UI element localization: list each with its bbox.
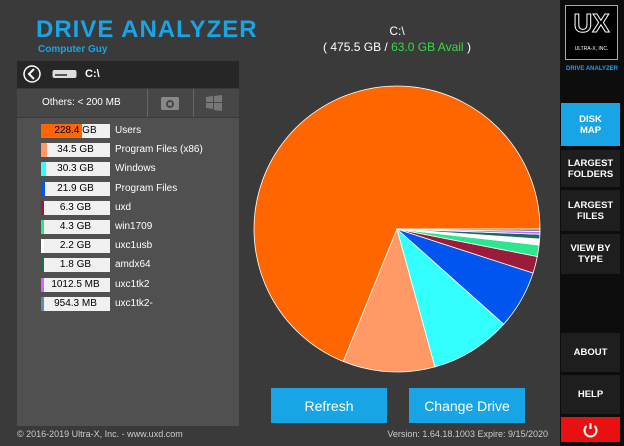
folder-name: uxc1tk2: [115, 278, 150, 290]
pie-slice: [342, 227, 436, 373]
nav-about[interactable]: ABOUT: [561, 333, 620, 372]
folder-row[interactable]: 1.8 GB amdx64: [41, 258, 241, 273]
refresh-button[interactable]: Refresh: [271, 388, 387, 423]
folder-row[interactable]: 954.3 MB uxc1tk2-: [41, 296, 241, 311]
pie-slice: [253, 85, 541, 363]
size-label: 4.3 GB: [59, 221, 92, 232]
folder-row[interactable]: 228.4 GB Users: [41, 124, 241, 138]
logo-mark: UX: [573, 8, 610, 39]
folder-row[interactable]: 2.2 GB uxc1usb: [41, 239, 241, 254]
divider: [193, 89, 194, 117]
folder-name: Windows: [115, 163, 156, 175]
size-label: 2.2 GB: [59, 240, 92, 252]
folder-name: win1709: [115, 221, 153, 232]
filter-row: [17, 89, 239, 117]
size-fill: [41, 181, 45, 196]
paren: ): [466, 40, 471, 54]
size-box: 34.5 GB: [41, 143, 110, 158]
capacity: ( 475.5 GB /: [323, 40, 388, 54]
size-box: 1.8 GB: [41, 258, 110, 273]
folder-name: Users: [115, 125, 142, 136]
power-button[interactable]: [561, 417, 620, 442]
pie-chart: [253, 85, 541, 373]
size-label: 228.4 GB: [54, 125, 97, 136]
folder-row[interactable]: 6.3 GB uxd: [41, 200, 241, 215]
size-box: 30.3 GB: [41, 162, 110, 177]
folder-name: uxc1usb: [115, 240, 153, 252]
folder-row[interactable]: 30.3 GB Windows: [41, 162, 241, 177]
drive-heading: C:\: [389, 24, 405, 38]
nav-largest-files[interactable]: LARGEST FILES: [561, 190, 620, 231]
folder-row[interactable]: 21.9 GB Program Files: [41, 181, 241, 196]
folder-name: Program Files: [115, 182, 178, 194]
drive-bar: [17, 61, 239, 88]
size-label: 1012.5 MB: [51, 278, 100, 290]
size-label: 1.8 GB: [59, 259, 92, 271]
others-filter[interactable]: Others: < 200 MB: [42, 97, 121, 108]
folder-name: amdx64: [115, 259, 151, 271]
size-label: 34.5 GB: [57, 144, 94, 156]
size-box: 2.2 GB: [41, 239, 110, 254]
size-box: 6.3 GB: [41, 200, 110, 215]
size-fill: [41, 143, 48, 158]
size-fill: [41, 258, 44, 273]
nav-help[interactable]: HELP: [561, 375, 620, 414]
copyright: © 2016-2019 Ultra-X, Inc. - www.uxd.com: [17, 429, 183, 439]
divider: [147, 89, 148, 117]
pie-slice: [396, 228, 541, 232]
size-fill: [41, 200, 44, 215]
nav-largest-folders[interactable]: LARGEST FOLDERS: [561, 150, 620, 187]
folder-name: uxc1tk2-: [115, 297, 153, 309]
size-label: 30.3 GB: [57, 163, 94, 175]
nav-view-by-type[interactable]: VIEW BY TYPE: [561, 234, 620, 274]
folder-name: uxd: [115, 201, 132, 213]
logo-company: ULTRA-X, INC.: [574, 46, 609, 52]
folder-row[interactable]: 34.5 GB Program Files (x86): [41, 143, 241, 158]
product-name: DRIVE ANALYZER: [566, 66, 618, 72]
folder-row[interactable]: 4.3 GB win1709: [41, 220, 241, 234]
available: 63.0 GB Avail: [391, 40, 464, 54]
size-fill: [41, 124, 83, 138]
folder-row[interactable]: 1012.5 MB uxc1tk2: [41, 277, 241, 292]
size-box: 954.3 MB: [41, 296, 110, 311]
size-fill: [41, 277, 44, 292]
folder-list: 228.4 GB Users 34.5 GB Program Files (x86) 3…: [17, 118, 239, 426]
pie-slice: [396, 227, 505, 368]
logo: UX ULTRA-X, INC.: [565, 5, 618, 60]
size-fill: [41, 220, 44, 234]
app-subtitle: Computer Guy: [38, 44, 108, 55]
nav-disk-map[interactable]: DISK MAP: [561, 103, 620, 146]
size-label: 6.3 GB: [59, 201, 92, 213]
drive-label: C:\: [85, 68, 100, 80]
size-box: 4.3 GB: [41, 220, 110, 234]
view-icon[interactable]: [160, 94, 180, 112]
back-button[interactable]: [22, 64, 42, 84]
app-title: DRIVE ANALYZER: [36, 16, 258, 43]
size-fill: [41, 296, 44, 311]
size-box: 228.4 GB: [41, 124, 110, 138]
size-fill: [41, 239, 44, 254]
size-fill: [41, 162, 47, 177]
drive-icon: [52, 70, 77, 78]
change-drive-button[interactable]: Change Drive: [409, 388, 525, 423]
size-box: 21.9 GB: [41, 181, 110, 196]
windows-icon[interactable]: [206, 95, 222, 111]
capacity-line: ( 475.5 GB / 63.0 GB Avail ): [247, 40, 547, 54]
size-label: 954.3 MB: [54, 297, 97, 309]
version: Version: 1.64.18.1003 Expire: 9/15/2020: [387, 429, 548, 439]
folder-name: Program Files (x86): [115, 144, 203, 156]
size-box: 1012.5 MB: [41, 277, 110, 292]
size-label: 21.9 GB: [57, 182, 94, 194]
